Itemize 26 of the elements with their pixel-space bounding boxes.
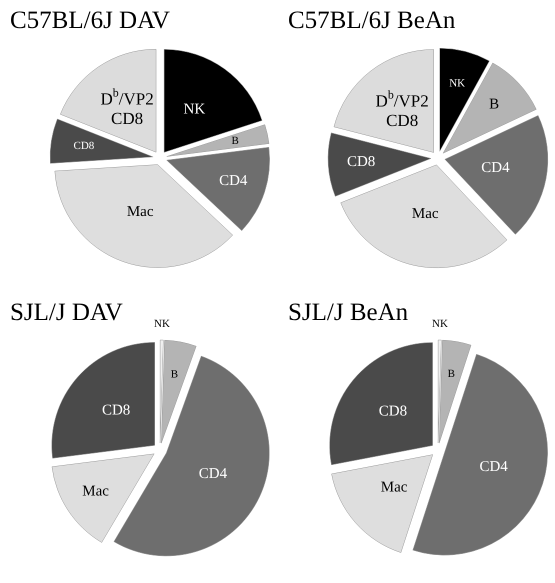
slice-label: Mac (126, 204, 154, 220)
slice-label: Mac (412, 206, 439, 223)
slice-label: D$^{b}$/VP2 CD8 (376, 87, 429, 130)
slice-label: NK (449, 76, 466, 89)
slice-label: CD8 (74, 139, 95, 152)
slice-label: B (489, 96, 500, 113)
slice-label: Mac (82, 484, 110, 500)
slice-label: CD8 (102, 402, 130, 419)
slice-label: NK (432, 318, 448, 330)
slice-label: NK (154, 318, 170, 330)
slice-label: CD4 (479, 460, 508, 476)
slice-label: CD4 (198, 466, 228, 482)
chart-title: C57BL/6J DAV (10, 7, 170, 34)
slice-label: CD4 (219, 173, 248, 190)
slice-label: Mac (380, 480, 408, 496)
slice-label: CD4 (481, 160, 510, 176)
slice-label: B (170, 368, 178, 380)
slice-label: B (448, 368, 455, 380)
slice-label: B (232, 134, 239, 147)
slice-label: CD8 (346, 154, 376, 170)
chart-title: SJL/J BeAn (288, 299, 409, 326)
slice-label: D$^{b}$/VP2 CD8 (100, 85, 154, 128)
slice-label: NK (184, 102, 206, 118)
slice-label: CD8 (378, 404, 408, 420)
chart-title: C57BL/6J BeAn (288, 7, 456, 34)
chart-title: SJL/J DAV (10, 299, 123, 326)
